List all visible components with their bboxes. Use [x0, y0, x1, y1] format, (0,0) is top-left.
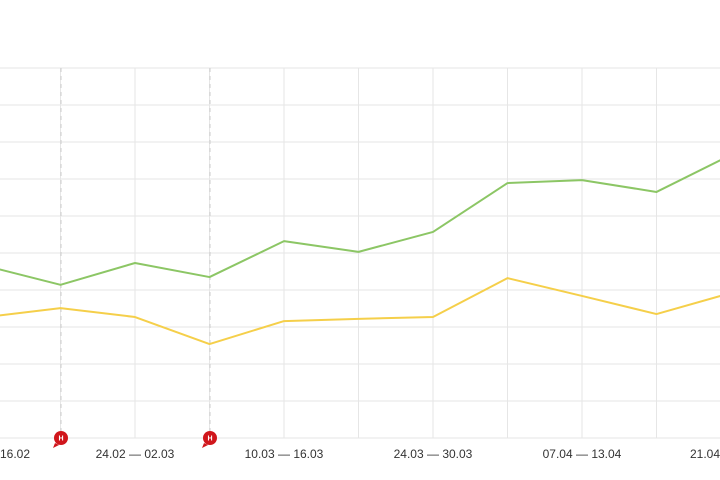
x-tick-label: 21.04: [690, 447, 720, 461]
holiday-marker: H: [53, 431, 68, 448]
x-tick-label: 16.02: [0, 447, 30, 461]
x-tick-label: 24.03 — 30.03: [394, 447, 473, 461]
holiday-marker: H: [202, 431, 217, 448]
holiday-label: H: [58, 435, 63, 442]
x-tick-label: 07.04 — 13.04: [543, 447, 622, 461]
lines: [0, 159, 720, 346]
grid: [0, 67, 720, 439]
x-tick-label: 10.03 — 16.03: [245, 447, 324, 461]
holiday-label: H: [207, 435, 212, 442]
series-line: [0, 277, 720, 346]
x-tick-label: 24.02 — 02.03: [96, 447, 175, 461]
series-line: [0, 159, 720, 286]
